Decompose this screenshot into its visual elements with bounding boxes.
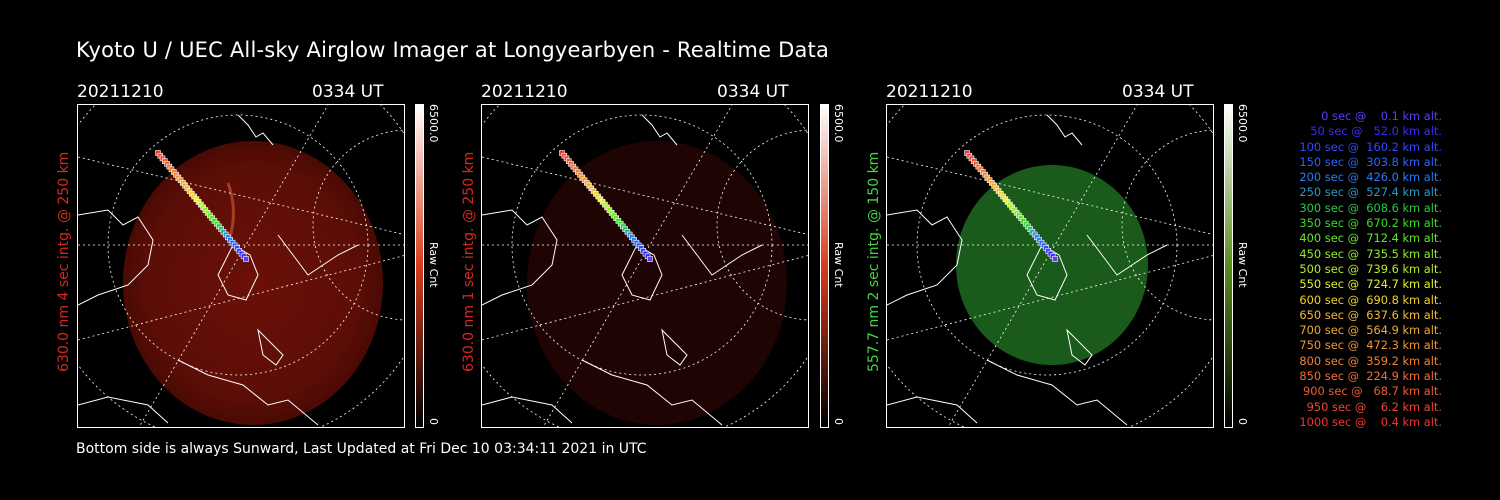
airglow-disc xyxy=(527,141,787,425)
satellite-track xyxy=(559,150,653,262)
page-title: Kyoto U / UEC All-sky Airglow Imager at … xyxy=(76,38,830,62)
legend-row: 900 sec @ 68.7 km alt. xyxy=(1299,384,1442,399)
panel-1-image xyxy=(77,104,405,428)
legend-row: 600 sec @ 690.8 km alt. xyxy=(1295,292,1442,307)
legend-row: 500 sec @ 739.6 km alt. xyxy=(1295,261,1442,276)
satellite-track xyxy=(964,150,1058,262)
panel-1-colorbar-max: 6500.0 xyxy=(427,104,440,143)
panel-2-map xyxy=(482,105,808,427)
legend-row: 1000 sec @ 0.4 km alt. xyxy=(1299,414,1442,429)
panel-2-colorbar xyxy=(820,104,829,428)
panel-2-colorbar-unit: Raw Cnt xyxy=(832,242,845,288)
satellite-track xyxy=(155,150,249,262)
panel-2-wavelength-label: 630.0 nm 1 sec intg. @ 250 km xyxy=(461,151,477,372)
legend-row: 200 sec @ 426.0 km alt. xyxy=(1295,170,1442,185)
panel-3-image xyxy=(886,104,1214,428)
panel-1-colorbar-unit: Raw Cnt xyxy=(427,242,440,288)
legend-row: 250 sec @ 527.4 km alt. xyxy=(1295,185,1442,200)
panel-3-date: 20211210 xyxy=(886,82,973,102)
legend-row: 700 sec @ 564.9 km alt. xyxy=(1295,323,1442,338)
legend-row: 750 sec @ 472.3 km alt. xyxy=(1295,338,1442,353)
footer-note: Bottom side is always Sunward, Last Upda… xyxy=(76,441,647,457)
track-marker xyxy=(647,256,653,262)
airglow-disc xyxy=(956,165,1148,365)
panel-1-time: 0334 UT xyxy=(312,82,384,102)
panel-1-wavelength-label: 630.0 nm 4 sec intg. @ 250 km xyxy=(56,151,72,372)
legend-row: 150 sec @ 303.8 km alt. xyxy=(1295,154,1442,169)
panel-2-colorbar-max: 6500.0 xyxy=(832,104,845,143)
track-marker xyxy=(243,256,249,262)
panel-3-map xyxy=(887,105,1213,427)
legend-row: 400 sec @ 712.4 km alt. xyxy=(1295,231,1442,246)
legend-row: 300 sec @ 608.6 km alt. xyxy=(1295,200,1442,215)
trajectory-legend: 0 sec @ 0.1 km alt. 50 sec @ 52.0 km alt… xyxy=(1242,109,1442,430)
aurora-arc xyxy=(226,182,235,238)
panel-1-colorbar xyxy=(415,104,424,428)
legend-row: 350 sec @ 670.2 km alt. xyxy=(1295,216,1442,231)
legend-row: 850 sec @ 224.9 km alt. xyxy=(1295,369,1442,384)
panel-1-map xyxy=(78,105,404,427)
legend-row: 800 sec @ 359.2 km alt. xyxy=(1295,353,1442,368)
legend-row: 550 sec @ 724.7 km alt. xyxy=(1295,277,1442,292)
legend-row: 50 sec @ 52.0 km alt. xyxy=(1303,124,1442,139)
panel-3-wavelength-label: 557.7 nm 2 sec intg. @ 150 km xyxy=(866,151,882,372)
panel-1-date: 20211210 xyxy=(77,82,164,102)
panel-2-colorbar-min: 0 xyxy=(832,418,845,425)
legend-row: 0 sec @ 0.1 km alt. xyxy=(1310,109,1442,123)
panel-2-image xyxy=(481,104,809,428)
panel-3-colorbar xyxy=(1224,104,1233,428)
legend-row: 950 sec @ 6.2 km alt. xyxy=(1303,399,1442,414)
legend-row: 650 sec @ 637.6 km alt. xyxy=(1295,307,1442,322)
legend-row: 100 sec @ 160.2 km alt. xyxy=(1295,139,1442,154)
track-marker xyxy=(1052,256,1058,262)
panel-3-time: 0334 UT xyxy=(1122,82,1194,102)
panel-2-date: 20211210 xyxy=(481,82,568,102)
airglow-disc xyxy=(123,141,383,425)
panel-1-colorbar-min: 0 xyxy=(427,418,440,425)
legend-row: 450 sec @ 735.5 km alt. xyxy=(1295,246,1442,261)
panel-2-time: 0334 UT xyxy=(717,82,789,102)
